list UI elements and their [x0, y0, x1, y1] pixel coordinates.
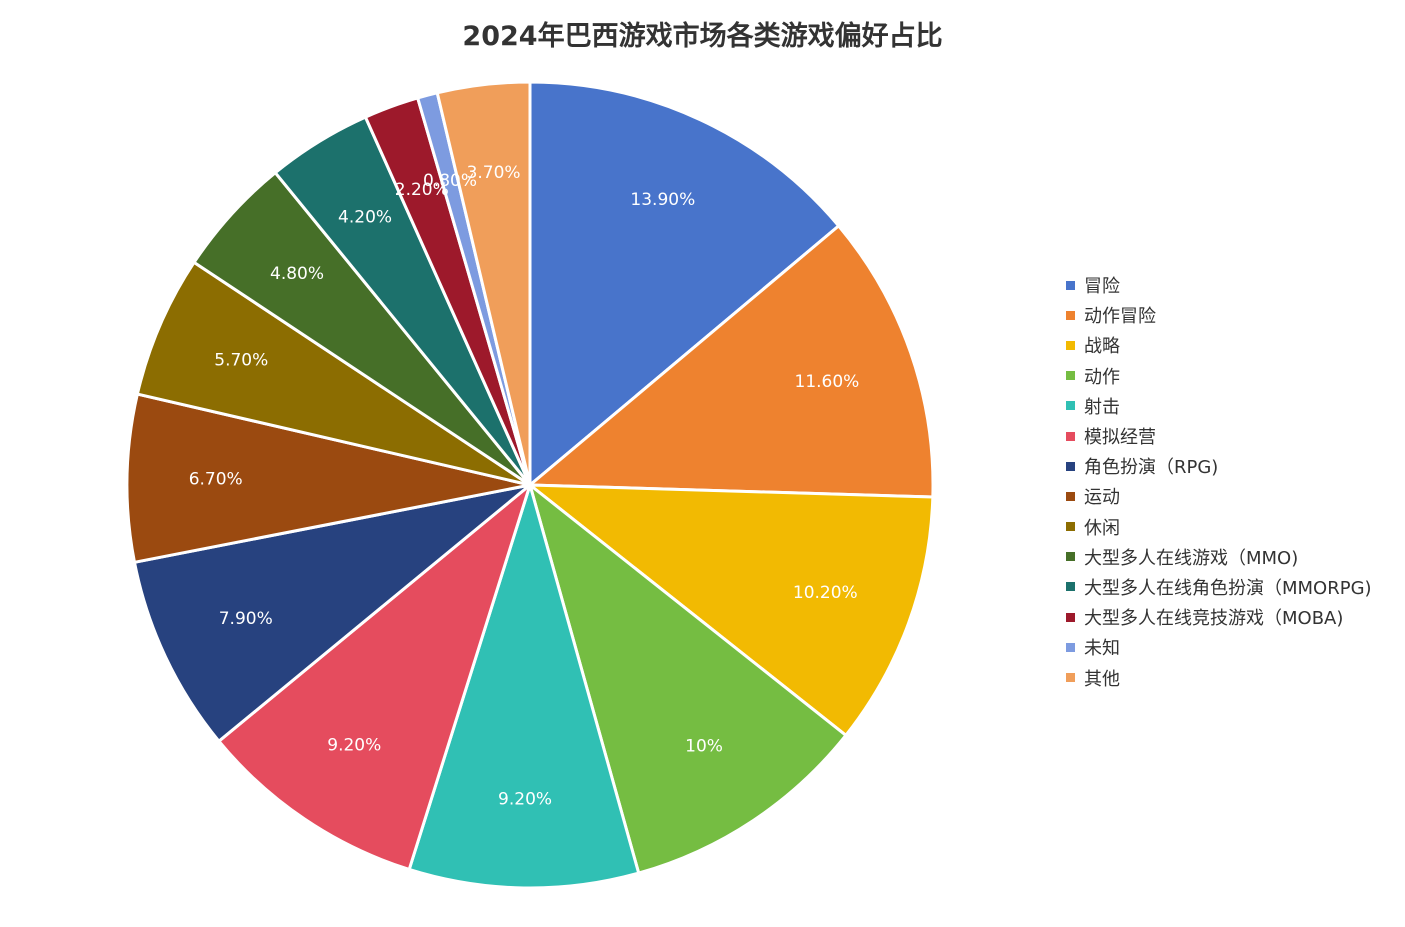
legend-item[interactable]: 模拟经营 — [1066, 421, 1372, 451]
pie-data-label: 7.90% — [219, 609, 273, 629]
legend-item[interactable]: 大型多人在线角色扮演（MMORPG) — [1066, 572, 1372, 602]
legend-item[interactable]: 大型多人在线游戏（MMO) — [1066, 542, 1372, 572]
pie-data-label: 4.80% — [270, 264, 324, 284]
legend-item[interactable]: 动作冒险 — [1066, 300, 1372, 330]
legend-label: 角色扮演（RPG) — [1084, 457, 1219, 479]
pie-data-label: 11.60% — [795, 372, 860, 392]
legend-item[interactable]: 动作 — [1066, 361, 1372, 391]
legend-item[interactable]: 休闲 — [1066, 512, 1372, 542]
pie-data-label: 10.20% — [793, 583, 858, 603]
legend-swatch — [1066, 552, 1075, 562]
pie-slice — [135, 260, 532, 487]
legend-item[interactable]: 射击 — [1066, 391, 1372, 421]
legend-label: 运动 — [1084, 487, 1120, 509]
legend-label: 大型多人在线角色扮演（MMORPG) — [1084, 577, 1372, 599]
legend-item[interactable]: 未知 — [1066, 632, 1372, 662]
legend-swatch — [1066, 491, 1075, 501]
legend-swatch — [1066, 673, 1075, 683]
pie-data-label: 3.70% — [467, 163, 521, 183]
legend-item[interactable]: 角色扮演（RPG) — [1066, 451, 1372, 481]
pie-slice — [528, 224, 935, 499]
pie-slice — [407, 483, 641, 890]
legend-swatch — [1066, 612, 1075, 622]
legend-swatch — [1066, 401, 1075, 411]
legend-swatch — [1066, 280, 1075, 290]
legend-label: 大型多人在线竞技游戏（MOBA) — [1084, 608, 1344, 630]
legend-swatch — [1066, 582, 1075, 592]
pie-slice — [435, 80, 532, 487]
pie-slices — [125, 80, 935, 890]
legend-item[interactable]: 冒险 — [1066, 270, 1372, 300]
pie-data-label: 2.20% — [395, 180, 449, 200]
legend-label: 动作冒险 — [1084, 306, 1156, 328]
legend-label: 射击 — [1084, 396, 1120, 418]
pie-slice — [125, 392, 532, 564]
chart-legend: 冒险动作冒险战略动作射击模拟经营角色扮演（RPG) 运动休闲大型多人在线游戏（MM… — [1066, 270, 1372, 693]
legend-label: 其他 — [1084, 668, 1120, 690]
legend-swatch — [1066, 310, 1075, 320]
pie-data-label: 9.20% — [498, 789, 552, 809]
pie-slice — [528, 80, 841, 487]
legend-swatch — [1066, 371, 1075, 381]
legend-label: 大型多人在线游戏（MMO) — [1084, 547, 1299, 569]
legend-swatch — [1066, 461, 1075, 471]
pie-data-label: 0.80% — [423, 171, 477, 191]
pie-data-label: 6.70% — [189, 470, 243, 490]
pie-slice — [132, 483, 532, 743]
pie-data-label: 10% — [685, 737, 723, 757]
pie-data-label: 9.20% — [327, 736, 381, 756]
legend-swatch — [1066, 642, 1075, 652]
legend-label: 冒险 — [1084, 276, 1120, 298]
pie-data-labels: 13.90% 11.60% 10.20% 10% 9.20% 9.20% 7.90% 6.70… — [189, 163, 860, 810]
legend-item[interactable]: 运动 — [1066, 481, 1372, 511]
legend-label: 未知 — [1084, 638, 1120, 660]
pie-data-label: 13.90% — [630, 190, 695, 210]
legend-item[interactable]: 战略 — [1066, 330, 1372, 360]
legend-swatch — [1066, 522, 1075, 532]
pie-data-label: 5.70% — [214, 351, 268, 371]
legend-label: 模拟经营 — [1084, 427, 1156, 449]
pie-slice — [528, 483, 848, 875]
legend-label: 动作 — [1084, 366, 1120, 388]
legend-label: 休闲 — [1084, 517, 1120, 539]
legend-swatch — [1066, 431, 1075, 441]
pie-slice — [528, 483, 935, 737]
pie-data-label: 4.20% — [338, 207, 392, 227]
legend-item[interactable]: 大型多人在线竞技游戏（MOBA) — [1066, 602, 1372, 632]
legend-label: 战略 — [1084, 336, 1120, 358]
legend-swatch — [1066, 340, 1075, 350]
legend-item[interactable]: 其他 — [1066, 662, 1372, 692]
chart-title: 2024年巴西游戏市场各类游戏偏好占比 — [462, 21, 943, 52]
pie-slice — [217, 483, 532, 871]
